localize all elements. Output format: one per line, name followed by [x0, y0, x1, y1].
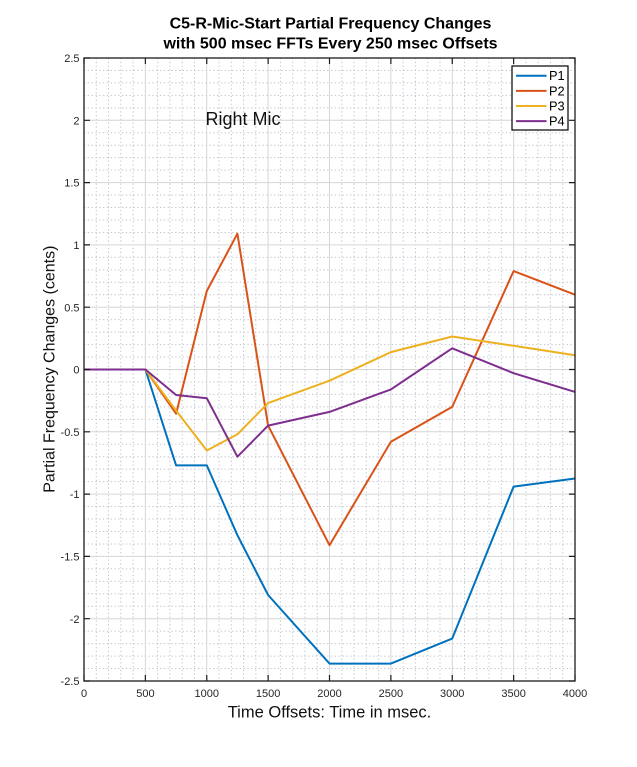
svg-text:-2.5: -2.5	[61, 676, 80, 688]
svg-text:2500: 2500	[379, 688, 403, 700]
svg-text:2000: 2000	[317, 688, 341, 700]
svg-text:Partial Frequency Changes (cen: Partial Frequency Changes (cents)	[42, 246, 59, 493]
svg-text:500: 500	[136, 688, 154, 700]
svg-text:C5-R-Mic-Start Partial Frequen: C5-R-Mic-Start Partial Frequency Changes	[170, 16, 492, 33]
svg-text:with 500 msec FFTs Every 250 m: with 500 msec FFTs Every 250 msec Offset…	[162, 36, 497, 53]
svg-text:Right Mic: Right Mic	[205, 109, 280, 129]
svg-text:0: 0	[81, 688, 87, 700]
svg-text:2.5: 2.5	[64, 53, 79, 65]
svg-text:-1.5: -1.5	[61, 552, 80, 564]
svg-text:1.5: 1.5	[64, 178, 79, 190]
svg-text:4000: 4000	[563, 688, 587, 700]
svg-text:1500: 1500	[256, 688, 280, 700]
svg-text:3000: 3000	[440, 688, 464, 700]
svg-text:P2: P2	[549, 83, 565, 98]
svg-text:-0.5: -0.5	[61, 427, 80, 439]
svg-text:-2: -2	[70, 614, 80, 626]
svg-text:P3: P3	[549, 98, 565, 113]
svg-text:0: 0	[73, 365, 79, 377]
svg-text:-1: -1	[70, 489, 80, 501]
svg-text:1: 1	[73, 240, 79, 252]
svg-text:3500: 3500	[501, 688, 525, 700]
svg-text:1000: 1000	[195, 688, 219, 700]
svg-text:P4: P4	[549, 114, 565, 129]
svg-text:2: 2	[73, 115, 79, 127]
svg-text:P1: P1	[549, 68, 565, 83]
svg-text:Time Offsets: Time in msec.: Time Offsets: Time in msec.	[228, 704, 432, 722]
svg-text:0.5: 0.5	[64, 302, 79, 314]
